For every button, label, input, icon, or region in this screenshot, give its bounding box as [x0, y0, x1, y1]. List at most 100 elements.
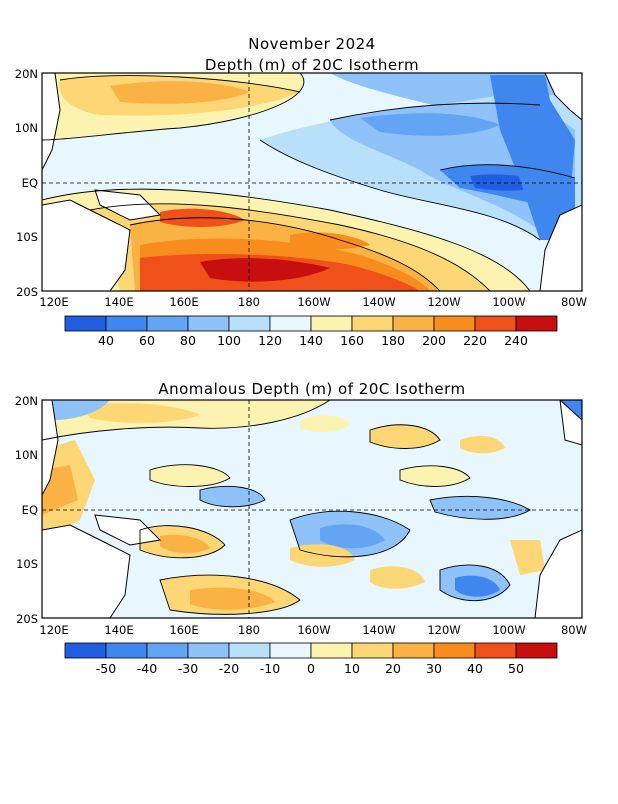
top-colorbar-swatch: [146, 315, 189, 332]
top-map-frame: [41, 72, 583, 292]
bottom-map-yellow-patch1: [300, 415, 350, 433]
top-colorbar-swatch: [515, 315, 558, 332]
bottom-map-orange-patch2: [460, 435, 505, 454]
bottom-colorbar-swatch: [146, 642, 189, 659]
top-cb-label-240: 240: [504, 333, 528, 348]
bottom-cb-label-0: 0: [307, 661, 315, 676]
top-map-land-centralamerica: [544, 73, 582, 121]
top-cb-label-80: 80: [180, 333, 196, 348]
bottom-cb-label-10: 10: [344, 661, 360, 676]
bottom-cb-label-n30: -30: [178, 661, 198, 676]
bottom-colorbar-swatch: [228, 642, 271, 659]
bottom-map-land-asia: [42, 400, 59, 496]
top-panel-title: Depth (m) of 20C Isotherm: [205, 56, 419, 74]
top-map-land-southamerica: [539, 204, 582, 291]
top-colorbar-swatch: [351, 315, 394, 332]
bottom-cb-label-n10: -10: [260, 661, 280, 676]
top-colorbar-swatch: [474, 315, 517, 332]
top-lat-10s: 10S: [16, 230, 38, 244]
top-lon-160w: 160W: [297, 295, 330, 309]
top-map-contours: [42, 73, 576, 291]
top-lat-labels: 20N 10N EQ 10S 20S: [15, 67, 38, 299]
bottom-cb-label-n20: -20: [219, 661, 239, 676]
bottom-lat-10n: 10N: [15, 448, 38, 462]
top-map-blue-patch-n: [360, 113, 500, 136]
bottom-map-frame: [41, 399, 583, 619]
bottom-map: [42, 400, 582, 618]
bottom-map-deeporange-sw: [160, 534, 210, 554]
bottom-map-land-southamerica: [534, 529, 582, 618]
top-cb-label-200: 200: [422, 333, 446, 348]
bottom-map-land-centralamerica: [520, 400, 582, 446]
bottom-cb-label-20: 20: [385, 661, 401, 676]
bottom-colorbar-swatch: [474, 642, 517, 659]
bottom-colorbar-swatch: [392, 642, 435, 659]
bottom-colorbar-swatch: [269, 642, 312, 659]
top-lon-120w: 120W: [427, 295, 460, 309]
bottom-lon-labels: 120E 140E 160E 180 160W 140W 120W 100W 8…: [39, 623, 587, 637]
bottom-lat-eq: EQ: [22, 503, 38, 517]
bottom-colorbar-swatch: [310, 642, 353, 659]
top-colorbar-swatch: [310, 315, 353, 332]
bottom-panel-title: Anomalous Depth (m) of 20C Isotherm: [158, 380, 465, 398]
top-cb-label-140: 140: [299, 333, 323, 348]
bottom-map-blue-se-inner: [455, 575, 500, 597]
bottom-map-deeporange-s: [190, 587, 275, 610]
bottom-lat-10s: 10S: [16, 557, 38, 571]
figure-title: November 2024: [248, 35, 375, 53]
top-colorbar-swatch: [433, 315, 476, 332]
top-map-deep-orange-nw: [110, 81, 250, 104]
bottom-colorbar-swatch: [64, 642, 107, 659]
top-cb-label-40: 40: [98, 333, 114, 348]
bottom-map-blue-core-inner: [320, 524, 385, 549]
bottom-lat-20n: 20N: [15, 394, 38, 408]
top-lon-160e: 160E: [169, 295, 198, 309]
bottom-lon-140w: 140W: [362, 623, 395, 637]
bottom-lat-labels: 20N 10N EQ 10S 20S: [15, 394, 38, 626]
bottom-cb-label-n40: -40: [137, 661, 157, 676]
bottom-map-yellow-patch2: [150, 464, 230, 487]
top-lat-20s: 20S: [16, 285, 38, 299]
top-map-darkred-south: [200, 258, 330, 282]
bottom-map-orange-n: [80, 403, 200, 423]
bottom-colorbar-swatch: [105, 642, 148, 659]
top-colorbar-swatch: [64, 315, 107, 332]
bottom-cb-label-40: 40: [467, 661, 483, 676]
bottom-cb-label-50: 50: [508, 661, 524, 676]
top-cb-label-120: 120: [258, 333, 282, 348]
top-lat-eq: EQ: [22, 176, 38, 190]
top-cb-label-220: 220: [463, 333, 487, 348]
top-lat-10n: 10N: [15, 121, 38, 135]
top-cb-label-100: 100: [217, 333, 241, 348]
top-lon-140e: 140E: [104, 295, 133, 309]
top-cb-label-180: 180: [381, 333, 405, 348]
bottom-colorbar-swatch: [351, 642, 394, 659]
bottom-lon-140e: 140E: [104, 623, 133, 637]
top-map-orange-patch: [290, 232, 370, 250]
bottom-colorbar-boxes: [64, 642, 558, 659]
bottom-lon-120w: 120W: [427, 623, 460, 637]
top-map-land-asia: [42, 73, 61, 171]
bottom-colorbar-swatch: [515, 642, 558, 659]
top-lon-180: 180: [238, 295, 260, 309]
top-lon-100w: 100W: [492, 295, 525, 309]
top-colorbar-boxes: [64, 315, 558, 332]
top-colorbar-swatch: [105, 315, 148, 332]
bottom-map-orange-e: [510, 540, 545, 575]
top-cb-label-60: 60: [139, 333, 155, 348]
bottom-map-land-newguinea: [94, 514, 162, 546]
top-lon-120e: 120E: [39, 295, 68, 309]
bottom-lon-120e: 120E: [39, 623, 68, 637]
top-lat-20n: 20N: [15, 67, 38, 81]
top-cb-label-160: 160: [340, 333, 364, 348]
bottom-cb-label-n50: -50: [96, 661, 116, 676]
bottom-colorbar-swatch: [187, 642, 230, 659]
top-colorbar-swatch: [269, 315, 312, 332]
top-map-blue-ne-coast: [490, 75, 575, 240]
bottom-map-blue-eq: [430, 496, 530, 520]
bottom-colorbar-swatch: [433, 642, 476, 659]
bottom-colorbar-labels: -50 -40 -30 -20 -10 0 10 20 30 40 50: [96, 661, 524, 676]
bottom-map-land-australia: [42, 524, 131, 618]
bottom-lon-180: 180: [238, 623, 260, 637]
